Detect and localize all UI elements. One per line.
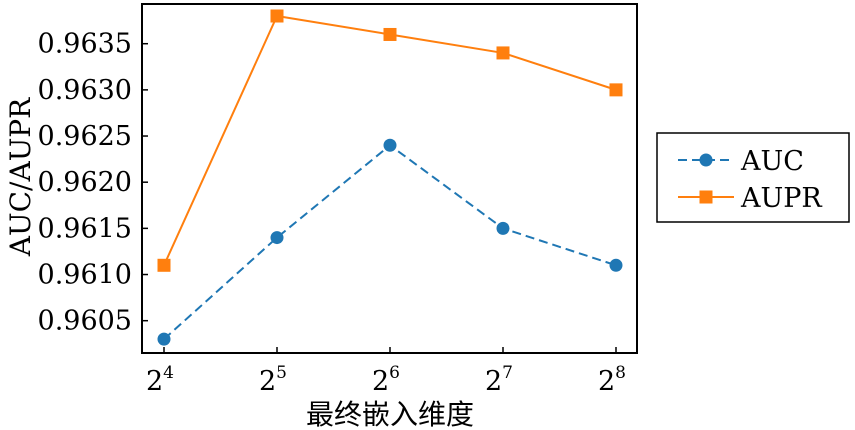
y-tick-label: 0.9630 [38, 75, 132, 106]
x-tick-label: 27 [485, 363, 513, 397]
legend-box [656, 132, 850, 223]
y-tick-label: 0.9610 [38, 260, 132, 291]
data-point-auc [609, 258, 623, 272]
x-axis: 24 25 26 27 28 [146, 347, 626, 397]
data-point-auc [383, 138, 397, 152]
y-tick-label: 0.9605 [38, 306, 132, 337]
plot-frame [141, 3, 638, 354]
legend-label-aupr: AUPR [740, 183, 822, 214]
data-point-aupr [609, 83, 623, 97]
data-point-auc [157, 332, 171, 346]
legend-marker-aupr [699, 190, 713, 204]
data-point-aupr [496, 46, 510, 60]
y-tick-label: 0.9615 [38, 213, 132, 244]
legend-label-auc: AUC [740, 146, 804, 177]
y-tick-label: 0.9625 [38, 121, 132, 152]
series-layer [157, 9, 623, 346]
legend: AUC AUPR [656, 132, 850, 223]
data-point-aupr [383, 27, 397, 41]
x-tick-label: 25 [259, 363, 287, 397]
data-point-auc [496, 221, 510, 235]
data-point-aupr [270, 9, 284, 23]
x-tick-label: 26 [372, 363, 400, 397]
series-line-auc [163, 143, 617, 340]
plot-area [141, 3, 638, 354]
legend-marker-auc [699, 153, 713, 167]
y-tick-label: 0.9635 [38, 29, 132, 60]
y-tick-label: 0.9620 [38, 167, 132, 198]
y-axis: 0.9605 0.9610 0.9615 0.9620 0.9625 0.9630 0.96… [38, 29, 148, 337]
data-point-auc [270, 231, 284, 245]
x-tick-label: 24 [146, 363, 174, 397]
x-axis-title: 最终嵌入维度 [306, 398, 474, 430]
x-tick-label: 28 [598, 363, 626, 397]
data-point-aupr [157, 258, 171, 272]
y-axis-title: AUC/AUPR [4, 97, 37, 257]
